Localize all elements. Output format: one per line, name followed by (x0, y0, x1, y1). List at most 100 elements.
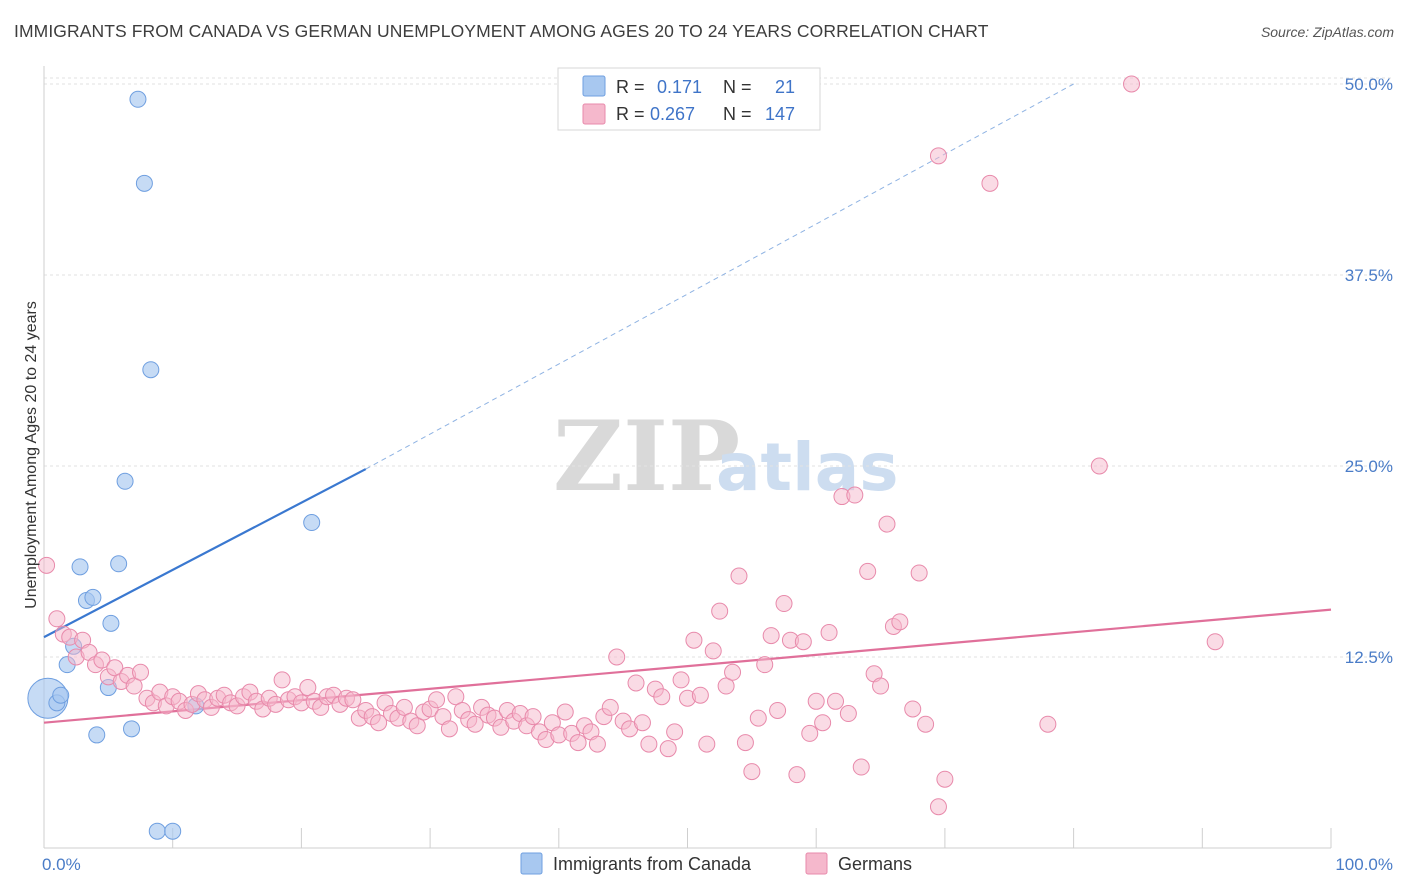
point-germans (569, 734, 587, 752)
point-germans (839, 705, 857, 723)
point-germans (878, 515, 896, 533)
point-germans (440, 720, 458, 738)
watermark: ZIP atlas (553, 400, 899, 513)
point-germans (132, 663, 150, 681)
series-germans (38, 75, 1224, 816)
point-germans (273, 671, 291, 689)
point-canada (142, 361, 160, 379)
legend-r-label-germans: R = (616, 104, 645, 124)
legend-r-label-canada: R = (616, 77, 645, 97)
legend-n-label-canada: N = (723, 77, 752, 97)
point-germans (769, 701, 787, 719)
bottom-legend-label-germans: Germans (838, 854, 912, 874)
legend-n-label-germans: N = (723, 104, 752, 124)
point-canada (148, 822, 166, 840)
y-tick-label: 25.0% (1345, 457, 1393, 476)
point-germans (891, 613, 909, 631)
point-germans (106, 659, 124, 677)
point-germans (659, 740, 677, 758)
trend-line-canada (43, 468, 367, 639)
point-germans (685, 631, 703, 649)
point-germans (756, 656, 774, 674)
point-canada (110, 555, 128, 573)
point-germans (814, 714, 832, 732)
point-germans (344, 691, 362, 709)
series-legend: Immigrants from Canada Germans (520, 852, 912, 875)
point-canada (71, 558, 89, 576)
point-germans (910, 564, 928, 582)
point-canada (88, 726, 106, 744)
point-germans (698, 735, 716, 753)
point-germans (846, 486, 864, 504)
point-germans (801, 724, 819, 742)
point-germans (936, 770, 954, 788)
data-points (27, 75, 1224, 840)
legend-n-value-canada: 21 (775, 77, 795, 97)
point-canada (303, 514, 321, 532)
point-germans (524, 708, 542, 726)
point-germans (827, 692, 845, 710)
legend-swatch-canada (582, 75, 606, 97)
point-germans (447, 688, 465, 706)
point-germans (1090, 457, 1108, 475)
point-germans (370, 714, 388, 732)
point-germans (872, 677, 890, 695)
bottom-legend-label-canada: Immigrants from Canada (553, 854, 752, 874)
point-germans (917, 715, 935, 733)
point-canada (84, 588, 102, 606)
point-germans (820, 624, 838, 642)
point-germans (775, 595, 793, 613)
legend-r-value-germans: 0.267 (650, 104, 695, 124)
y-axis-title: Unemployment Among Ages 20 to 24 years (23, 301, 40, 609)
point-germans (852, 758, 870, 776)
point-germans (859, 562, 877, 580)
gridlines (44, 77, 1394, 658)
point-germans (588, 735, 606, 753)
point-germans (929, 147, 947, 165)
point-germans (1123, 75, 1141, 93)
point-germans (1206, 633, 1224, 651)
point-canada (129, 90, 147, 108)
point-germans (299, 679, 317, 697)
x-tick-labels: 0.0% 100.0% (42, 855, 1393, 874)
point-germans (653, 688, 671, 706)
point-germans (807, 692, 825, 710)
point-germans (730, 567, 748, 585)
point-germans (666, 723, 684, 741)
source-credit: Source: ZipAtlas.com (1260, 24, 1394, 40)
y-tick-label: 50.0% (1345, 75, 1393, 94)
y-tick-label: 12.5% (1345, 648, 1393, 667)
point-canada (164, 822, 182, 840)
y-tick-labels: 12.5% 25.0% 37.5% 50.0% (1345, 75, 1393, 667)
point-germans (794, 633, 812, 651)
legend-n-value-germans: 147 (765, 104, 795, 124)
point-germans (466, 715, 484, 733)
y-tick-label: 37.5% (1345, 266, 1393, 285)
chart-title: IMMIGRANTS FROM CANADA VS GERMAN UNEMPLO… (14, 21, 989, 41)
point-germans (749, 709, 767, 727)
point-germans (48, 610, 66, 628)
point-germans (704, 642, 722, 660)
point-germans (408, 717, 426, 735)
point-germans (125, 677, 143, 695)
point-germans (672, 671, 690, 689)
bottom-legend-swatch-germans (805, 852, 828, 875)
point-germans (711, 602, 729, 620)
point-germans (627, 674, 645, 692)
point-germans (691, 686, 709, 704)
point-germans (904, 700, 922, 718)
bottom-legend-swatch-canada (520, 852, 543, 875)
point-germans (395, 698, 413, 716)
point-germans (633, 714, 651, 732)
series-canada (27, 90, 321, 840)
x-tick-label-min: 0.0% (42, 855, 81, 874)
point-canada (123, 720, 141, 738)
legend-r-value-canada: 0.171 (657, 77, 702, 97)
point-canada (135, 174, 153, 192)
point-germans (556, 703, 574, 721)
point-germans (38, 556, 56, 574)
point-canada (116, 472, 134, 490)
point-germans (929, 798, 947, 816)
legend-swatch-germans (582, 103, 606, 125)
